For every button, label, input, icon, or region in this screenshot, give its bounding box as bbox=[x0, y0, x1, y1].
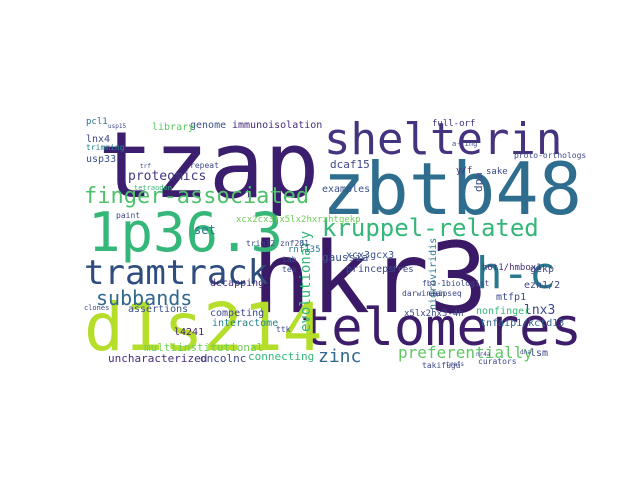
word-lsm: lsm bbox=[530, 348, 548, 359]
word-znf281: znf281 bbox=[280, 239, 309, 248]
word-decapping: decapping bbox=[210, 278, 264, 289]
word-dpa: dpa bbox=[472, 172, 485, 192]
word-multiinstitutional: multiinstitutional bbox=[144, 341, 263, 354]
word-immunoisolation: immunoisolation bbox=[232, 120, 322, 131]
word-dna: dna bbox=[520, 349, 531, 356]
word-evolutionary: evolutionary bbox=[298, 231, 314, 332]
cloud-background bbox=[80, 104, 561, 376]
word-usp33: usp33 bbox=[86, 154, 116, 165]
word-trim32: trim32 bbox=[246, 239, 275, 248]
word-biologist: biologist bbox=[446, 279, 490, 288]
word-x5lx2hx3-4h: x5lx2hx3-4h bbox=[404, 309, 464, 319]
word-xcx2cx3fx5lx2hxrxhtgekp: xcx2cx3fx5lx2hxrxhtgekp bbox=[236, 215, 361, 225]
word-tetraodon: tetraodon bbox=[134, 184, 172, 192]
word-trafs: trafs bbox=[446, 361, 464, 368]
word-nr4a: nr4a bbox=[476, 351, 491, 358]
word-zinc: zinc bbox=[318, 346, 361, 367]
word-hkr3: hkr3 bbox=[252, 222, 488, 336]
word-gekp: gekp bbox=[530, 264, 554, 275]
word-h-c: h-c bbox=[476, 248, 555, 299]
word-tzap: tzap bbox=[98, 112, 320, 219]
word-nonfinger: nonfinger bbox=[476, 306, 530, 317]
word-trimming: trimming bbox=[86, 143, 125, 152]
word-ttk: ttk bbox=[276, 325, 291, 334]
word-chipseq: chipseq bbox=[428, 289, 462, 298]
word-rnf135: rnf135 bbox=[288, 245, 321, 255]
word-takifugu: takifugu bbox=[422, 361, 461, 370]
word-kruppel-related: kruppel-related bbox=[322, 214, 539, 242]
word-interactome: interactome bbox=[212, 318, 278, 329]
word-usp15: usp15 bbox=[108, 123, 126, 130]
word-fbi-1: fbi-1 bbox=[422, 279, 446, 288]
word-a-ring: a-ring bbox=[452, 140, 477, 148]
word-competing: competing bbox=[210, 308, 264, 319]
word-trf: trf bbox=[140, 163, 151, 170]
word-examples: examples bbox=[322, 184, 370, 195]
word-proteomics: proteomics bbox=[128, 169, 206, 184]
word-telomeres: telomeres bbox=[300, 298, 582, 358]
word-gaussia: gaussia bbox=[322, 251, 368, 264]
word-sake: sake bbox=[486, 167, 508, 177]
word-paint: paint bbox=[116, 211, 140, 220]
word-y-f: y/f bbox=[456, 166, 472, 176]
word-shelterin: shelterin bbox=[324, 114, 562, 165]
word-d1s214: d1s214 bbox=[84, 289, 322, 366]
word-tnfaip1-kctd13: tnfaip1/kctd13 bbox=[480, 318, 564, 329]
word-connecting: connecting bbox=[248, 350, 314, 363]
word-tes: tes bbox=[282, 265, 297, 274]
word-l4241: l4241 bbox=[174, 327, 204, 338]
word-repeat: repeat bbox=[190, 161, 219, 170]
word-curators: curators bbox=[478, 357, 517, 366]
word-darwinian: darwinian bbox=[402, 289, 446, 298]
word-dcaf15: dcaf15 bbox=[330, 158, 370, 171]
word-assertions: assertions bbox=[128, 304, 188, 315]
word-zbtb48: zbtb48 bbox=[322, 147, 582, 231]
word-mtfp1: mtfp1 bbox=[496, 292, 526, 303]
word-pcl1: pcl1 bbox=[86, 117, 108, 127]
word-fres: fres bbox=[392, 265, 414, 275]
word-hot1-hmbox1: hot1/hmbox1 bbox=[482, 263, 542, 273]
word-proto-orthologs: proto-orthologs bbox=[514, 151, 586, 160]
word-preferentially: preferentially bbox=[398, 343, 533, 362]
word-subbands: subbands bbox=[96, 286, 192, 310]
word-xcx3gcx3: xcx3gcx3 bbox=[346, 250, 394, 261]
word-oncolnc: oncolnc bbox=[200, 352, 246, 365]
word-library: library bbox=[152, 122, 194, 133]
word-lnx3: lnx3 bbox=[524, 303, 555, 318]
word-genome: genome bbox=[190, 120, 226, 131]
word-full-orf: full-orf bbox=[432, 119, 475, 129]
word-finger-associated: finger-associated bbox=[84, 184, 309, 209]
word-tramtrack: tramtrack bbox=[84, 253, 268, 293]
word-princeps: princeps bbox=[346, 264, 394, 275]
word-ezh1-2: ezh1/2 bbox=[524, 280, 560, 291]
word-set: set bbox=[194, 223, 216, 237]
word-uncharacterized: uncharacterized bbox=[108, 352, 207, 365]
word-nigroviridis: nigroviridis bbox=[428, 238, 439, 310]
word-tab: tab bbox=[282, 255, 297, 264]
word-1p36-3: 1p36.3 bbox=[88, 201, 283, 264]
word-lnx4: lnx4 bbox=[86, 134, 110, 145]
word-clones: clones bbox=[84, 304, 109, 312]
